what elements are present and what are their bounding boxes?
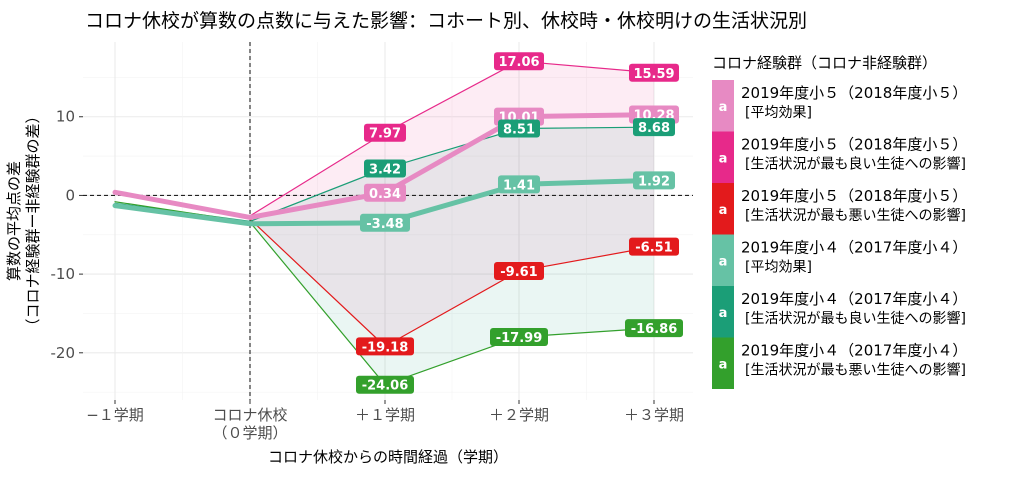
ribbon-area — [250, 127, 654, 385]
data-label: 0.34 — [369, 187, 401, 202]
y-axis-title-line1: 算数の平均点の差 — [5, 161, 23, 281]
y-tick-label: -10 — [51, 265, 76, 283]
data-label-box — [490, 327, 548, 346]
data-label: 7.97 — [369, 127, 401, 142]
legend-label-line1: 2019年度小５（2018年度小５） — [741, 187, 967, 205]
y-tick-label: 0 — [65, 186, 75, 204]
data-label: -9.61 — [500, 265, 537, 280]
legend-key-glyph: a — [719, 357, 728, 372]
data-label-box — [498, 175, 540, 194]
legend-label-line2: [生活状況が最も良い生徒への影響] — [745, 156, 966, 173]
data-label: 15.59 — [633, 67, 674, 82]
data-label-box — [364, 159, 406, 178]
legend-label-line2: [生活状況が最も良い生徒への影響] — [745, 310, 966, 327]
data-label: -24.06 — [362, 379, 409, 394]
y-axis-title: 算数の平均点の差 （コロナ経験群ー非経験群の差） — [5, 108, 42, 333]
legend-label-line1: 2019年度小４（2017年度小４） — [741, 239, 967, 257]
legend-label-line1: 2019年度小４（2017年度小４） — [741, 290, 967, 308]
legend-key — [712, 234, 734, 286]
data-label: -6.51 — [635, 241, 672, 256]
data-label: 8.68 — [638, 121, 670, 136]
data-label-box — [360, 213, 410, 232]
data-label-box — [494, 262, 544, 281]
data-label-box — [633, 118, 675, 137]
legend-key-glyph: a — [719, 203, 728, 218]
data-label: -16.86 — [631, 322, 678, 337]
data-label-box — [356, 337, 414, 356]
data-label-box — [498, 119, 540, 138]
legend-key-glyph: a — [719, 306, 728, 321]
chart-title: コロナ休校が算数の点数に与えた影響：コホート別、休校時・休校明けの生活状況別 — [85, 10, 807, 32]
legend-key-glyph: a — [719, 100, 728, 115]
data-label-box — [633, 171, 675, 190]
data-label-box — [364, 123, 406, 142]
x-axis: −１学期 コロナ休校（０学期） ＋１学期 ＋２学期 ＋３学期 — [86, 400, 684, 442]
legend-key — [712, 131, 734, 183]
legend-label-line1: 2019年度小５（2018年度小５） — [741, 136, 967, 154]
legend-label-line2: [平均効果] — [745, 260, 812, 276]
x-tick-label: ＋２学期 — [489, 406, 549, 424]
legend-label-line1: 2019年度小４（2017年度小４） — [741, 342, 967, 360]
legend-key — [712, 286, 734, 338]
y-tick-label: 10 — [56, 108, 75, 126]
x-tick-label: （０学期） — [212, 424, 287, 442]
legend-label-line2: [平均効果] — [745, 105, 812, 121]
legend-label-line2: [生活状況が最も悪い生徒への影響] — [745, 362, 966, 379]
data-label-box — [494, 52, 544, 71]
legend-key — [712, 337, 734, 389]
data-label: 8.51 — [503, 122, 535, 137]
data-label: 1.92 — [638, 174, 670, 189]
legend: a 2019年度小５（2018年度小５） [平均効果] a 2019年度小５（2018年… — [712, 80, 967, 389]
data-label-box — [356, 375, 414, 394]
data-label-box — [364, 183, 406, 202]
x-tick-label: コロナ休校 — [212, 406, 287, 424]
legend-key-glyph: a — [719, 151, 728, 166]
legend-key — [712, 80, 734, 132]
legend-label-line2: [生活状況が最も悪い生徒への影響] — [745, 207, 966, 224]
data-label: 17.06 — [498, 55, 539, 70]
data-label: -17.99 — [496, 331, 543, 346]
legend-label-line1: 2019年度小５（2018年度小５） — [741, 84, 967, 102]
legend-key — [712, 183, 734, 235]
y-tick-label: -20 — [51, 344, 76, 362]
x-axis-title: コロナ休校からの時間経過（学期） — [268, 448, 508, 466]
legend-key-glyph: a — [719, 254, 728, 269]
data-label: -19.18 — [362, 340, 409, 355]
x-tick-label: ＋３学期 — [624, 406, 684, 424]
data-label-box — [625, 319, 683, 338]
y-axis-title-line2: （コロナ経験群ー非経験群の差） — [24, 108, 42, 333]
y-axis: -20 -10 0 10 — [51, 108, 83, 362]
data-label: -3.48 — [366, 217, 403, 232]
data-label-box — [629, 63, 679, 82]
data-label-box — [629, 237, 679, 256]
x-tick-label: ＋１学期 — [355, 406, 415, 424]
x-tick-label: −１学期 — [86, 406, 144, 424]
legend-title: コロナ経験群（コロナ非経験群） — [712, 54, 937, 72]
data-label: 1.41 — [503, 178, 535, 193]
data-label: 3.42 — [369, 163, 401, 178]
